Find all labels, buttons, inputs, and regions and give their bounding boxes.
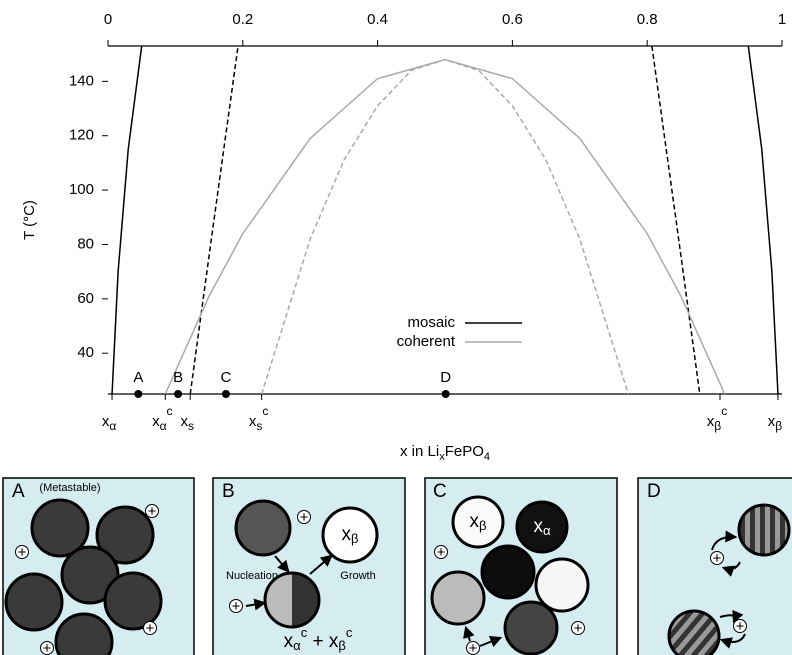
striped-particle [669,611,719,655]
marker-label: xs [180,413,194,433]
sum-part: x [284,631,294,652]
state-point [442,390,450,398]
x-tick-label: 0 [104,11,112,28]
x-axis-label: x in LixFePO4 [400,443,490,463]
figure: T (°C) x in LixFePO4 00.20.40.60.8140608… [0,0,792,655]
marker-sub: s [256,419,262,433]
marker-sub: β [714,419,721,433]
panel-b: B xβ Nucleation Growth xαc + xβc [213,478,405,655]
ion-symbol: + [146,620,155,637]
marker-label: xαc [152,404,172,433]
y-tick-label: 100 [69,181,94,198]
ion-symbol: + [469,640,478,655]
y-tick-label: 40 [77,344,94,361]
particle [505,602,557,654]
y-tick-label: 80 [77,235,94,252]
point-label: A [133,369,143,386]
phase-base: x [470,511,480,532]
marker-sub: s [188,419,194,433]
marker-sub: α [160,419,167,433]
growth-label: Growth [340,570,375,582]
marker-label: xα [102,413,117,433]
marker-label: xβc [707,404,727,433]
marker-sub: β [775,419,782,433]
point-label: C [221,369,232,386]
y-tick-label: 60 [77,290,94,307]
marker-sub: α [109,419,116,433]
phase-base: x [342,524,352,545]
x-label-sub: 4 [484,451,490,463]
panel-c: C xβ xα [425,478,617,655]
phase-sub: β [479,518,486,533]
sum-sub: β [338,638,345,653]
sum-sup: c [346,625,353,640]
ion-symbol: + [43,640,52,655]
point-label: D [440,369,451,386]
state-point [134,390,142,398]
panel-box [213,478,405,655]
marker-sup: c [167,404,173,418]
legend-label: coherent [397,333,456,350]
particle [56,614,112,655]
ion-symbol: + [18,544,27,561]
ion-symbol: + [300,509,309,526]
y-tick-label: 120 [69,127,94,144]
panel-caption: (Metastable) [39,482,100,494]
ion-symbol: + [232,598,241,615]
x-label-part: FePO [445,443,484,460]
phase-base: x [533,516,543,537]
state-point [174,390,182,398]
x-tick-label: 0.6 [502,11,523,28]
particle [482,546,534,598]
x-tick-label: 0.8 [637,11,658,28]
striped-particle [739,505,789,555]
x-label-part: x in Li [400,443,439,460]
point-label: B [173,369,183,386]
panel-label: C [433,481,447,502]
y-tick-label: 140 [69,72,94,89]
particle [236,501,290,555]
particle [536,559,588,611]
y-axis-label: T (°C) [21,200,38,240]
state-point [222,390,230,398]
particle [432,572,484,624]
ion-symbol: + [148,503,157,520]
particle [6,574,62,630]
ion-symbol: + [713,550,722,567]
phase-sub: β [351,531,358,546]
marker-sup: c [262,404,268,418]
legend-label: mosaic [407,314,455,331]
ion-symbol: + [574,620,583,637]
panel-a: A (Metastable) [3,478,194,655]
x-tick-label: 0.4 [367,11,388,28]
panel-label: B [222,481,235,502]
sum-sub: α [293,638,301,653]
marker-sup: c [721,404,727,418]
ion-symbol: + [437,544,446,561]
x-tick-label: 1 [778,11,786,28]
marker-label: xsc [249,404,269,433]
x-tick-label: 0.2 [232,11,253,28]
marker-label: xβ [768,413,783,433]
panel-label: D [647,481,661,502]
panel-label: A [12,481,25,502]
ion-symbol: + [736,618,745,635]
nucleation-label: Nucleation [226,570,278,582]
sum-part: + x [307,631,339,652]
phase-sub: α [543,523,551,538]
